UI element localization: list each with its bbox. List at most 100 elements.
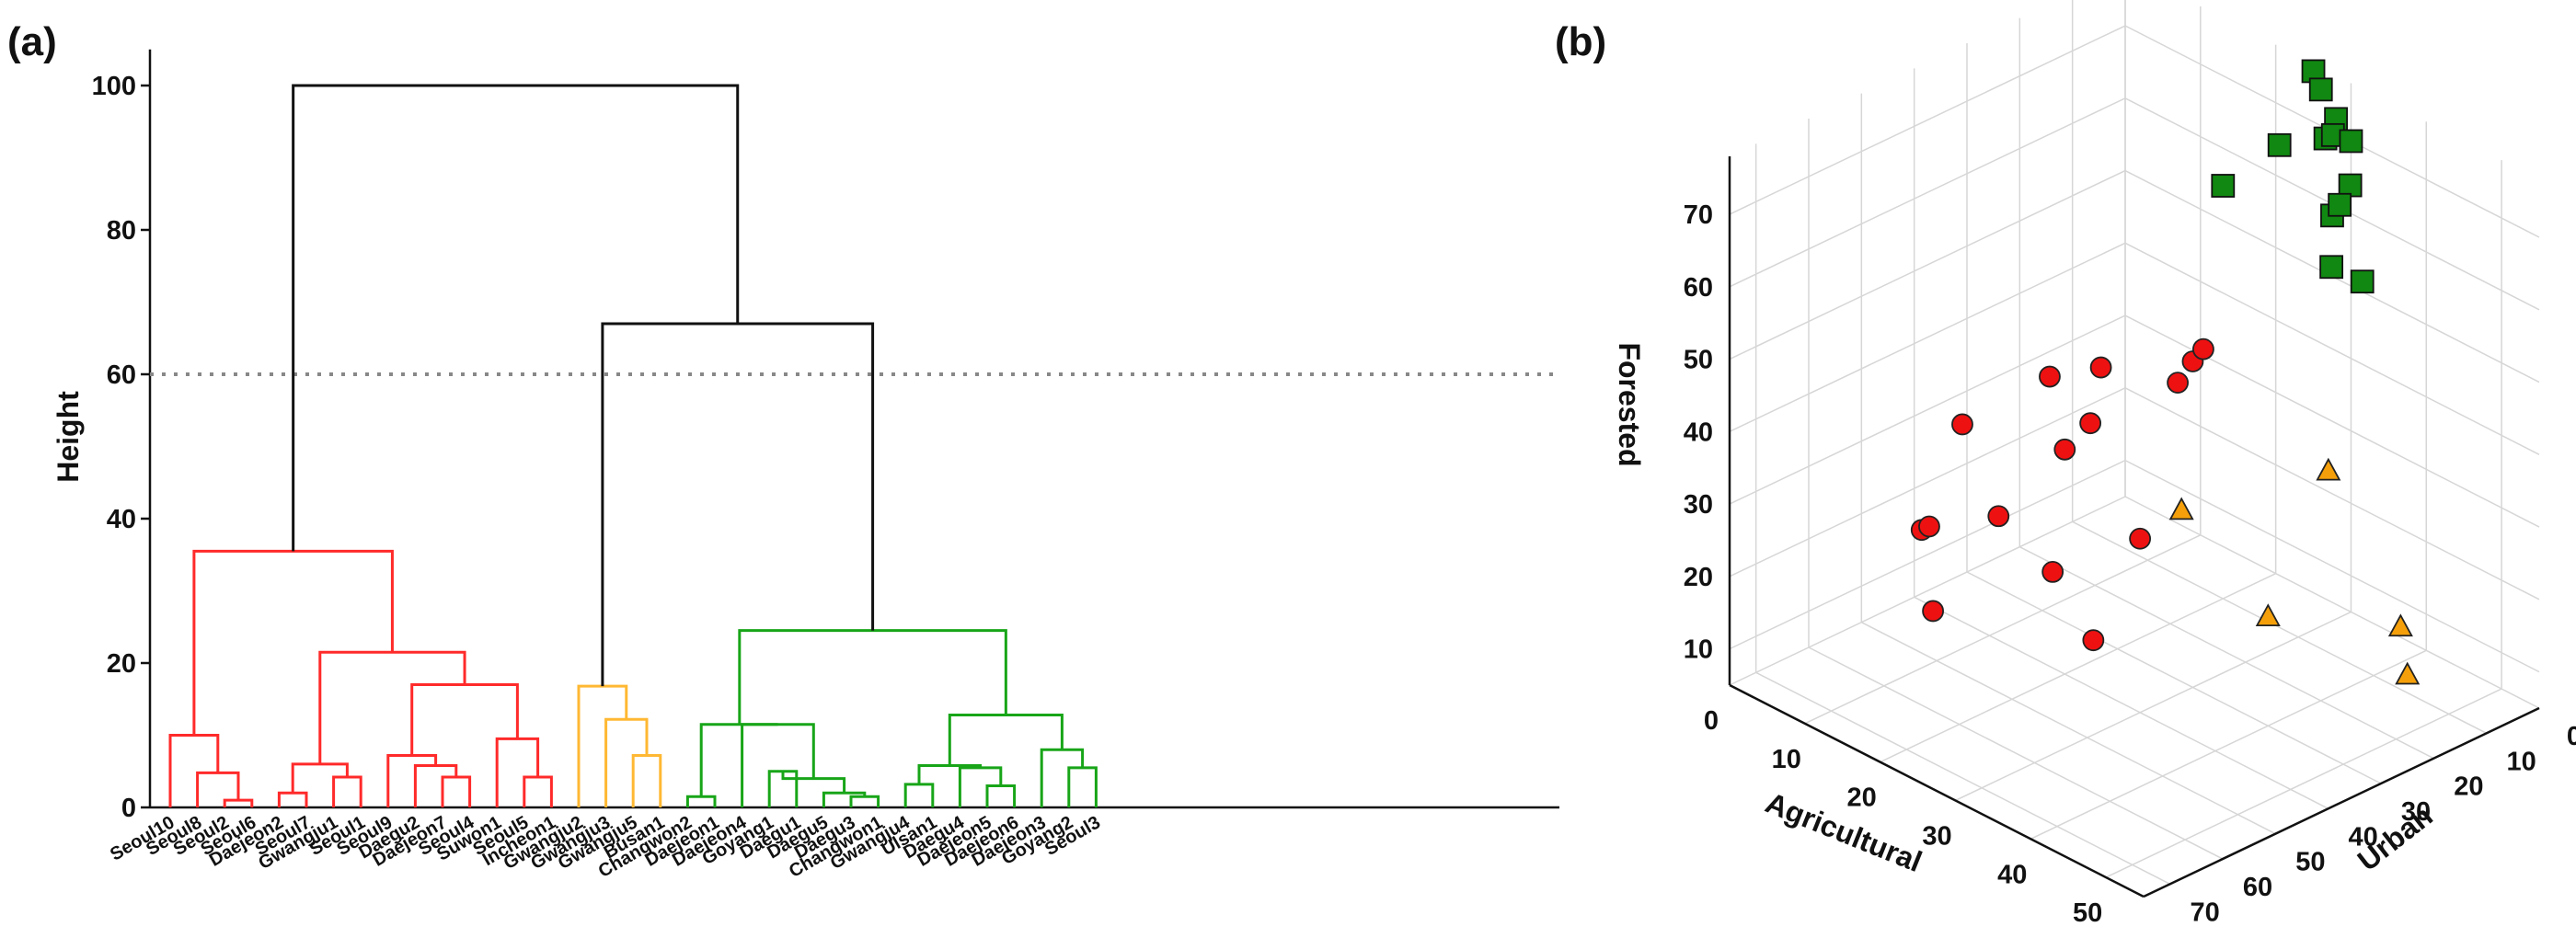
data-point-green xyxy=(2350,269,2375,294)
data-point-red xyxy=(1987,505,2010,528)
dendrogram-link xyxy=(332,775,362,807)
wall-grid-line xyxy=(1729,97,2126,288)
dendrogram-link xyxy=(604,717,649,807)
dendrogram-link xyxy=(903,783,935,807)
dendrogram-link xyxy=(196,771,240,807)
data-point-green xyxy=(2338,173,2363,198)
floor-grid-line xyxy=(2030,649,2427,840)
urban-tick-label: 30 xyxy=(2401,797,2431,827)
data-point-orange xyxy=(2316,457,2341,481)
dendrogram-link xyxy=(985,784,1017,807)
dendrogram-link xyxy=(168,734,220,807)
agricultural-axis-label: Agricultural xyxy=(1761,785,1926,878)
dendrogram-y-tick-label: 40 xyxy=(107,505,136,534)
data-point-orange xyxy=(2387,613,2413,637)
forested-tick-label: 30 xyxy=(1684,490,1713,520)
panel-a-label: (a) xyxy=(7,19,57,64)
dendrogram-y-tick-label: 100 xyxy=(92,72,136,101)
floor-grid-line xyxy=(1914,596,2329,810)
dendrogram-link xyxy=(192,549,394,736)
dendrogram-link xyxy=(1040,748,1085,807)
data-point-red xyxy=(2167,372,2189,395)
dendrogram-link xyxy=(386,753,438,807)
agricultural-tick-label: 20 xyxy=(1847,784,1877,813)
data-point-red xyxy=(1922,600,1944,623)
data-point-orange xyxy=(2395,661,2421,685)
forested-tick-label: 40 xyxy=(1684,418,1713,447)
forested-tick-label: 50 xyxy=(1684,346,1713,375)
urban-tick-label: 10 xyxy=(2507,747,2536,776)
floor-grid-line xyxy=(1880,572,2276,763)
data-point-green xyxy=(2328,192,2352,217)
dendrogram-link xyxy=(685,795,717,807)
dendrogram-link xyxy=(822,791,867,807)
dendrogram-link xyxy=(441,775,472,807)
wall-grid-line xyxy=(2124,315,2540,528)
urban-tick-label: 50 xyxy=(2295,848,2325,877)
floor-grid-line xyxy=(1808,646,2224,860)
data-point-orange xyxy=(2255,603,2281,627)
data-point-red xyxy=(2129,527,2152,550)
dendrogram-y-tick-label: 80 xyxy=(107,216,136,246)
data-point-red xyxy=(2039,365,2061,388)
agricultural-tick-label: 0 xyxy=(1704,706,1719,736)
floor-grid-line xyxy=(1860,621,2276,835)
dendrogram-y-tick-label: 0 xyxy=(121,794,136,823)
floor-grid-line xyxy=(1966,571,2382,784)
dendrogram-y-axis-label: Height xyxy=(52,391,85,483)
wall-grid-line xyxy=(1729,242,2126,432)
floor-grid-line xyxy=(2018,545,2434,760)
data-point-red xyxy=(1951,413,1973,436)
agricultural-tick-label: 30 xyxy=(1922,821,1951,851)
forested-axis-label: Forested xyxy=(1613,342,1646,466)
dendrogram-link xyxy=(318,650,466,764)
dendrogram-link xyxy=(495,737,540,807)
data-point-green xyxy=(2211,174,2236,198)
scatter3d-panel: Agricultural Urban Forested 010203040500… xyxy=(1613,0,2576,928)
leaf-label: Seoul3 xyxy=(1041,812,1104,860)
data-point-red xyxy=(2053,438,2076,461)
floor-grid-line xyxy=(2105,688,2502,878)
agricultural-tick-label: 40 xyxy=(1997,860,2027,889)
wall-grid-line xyxy=(1729,387,2126,578)
data-point-green xyxy=(2267,132,2292,157)
dendrogram-link xyxy=(741,723,815,807)
data-point-orange xyxy=(2168,497,2194,520)
wall-grid-line xyxy=(1729,315,2126,505)
wall-grid-line xyxy=(2124,387,2540,601)
wall-grid-line xyxy=(1729,169,2126,360)
forested-tick-label: 70 xyxy=(1684,200,1713,230)
agricultural-axis-line xyxy=(1729,683,2145,898)
dendrogram-link xyxy=(1067,766,1098,807)
wall-grid-line xyxy=(1729,459,2126,650)
floor-grid-line xyxy=(2072,520,2488,735)
urban-tick-label: 70 xyxy=(2191,898,2220,927)
urban-tick-label: 20 xyxy=(2454,772,2483,802)
data-point-red xyxy=(2079,412,2102,435)
dendrogram-link xyxy=(738,629,1007,725)
dendrogram-link xyxy=(291,762,349,794)
dendrogram-panel: Height 020406080100Seoul10Seoul8Seoul2Se… xyxy=(52,49,1559,882)
wall-grid-line xyxy=(2124,459,2540,673)
data-point-green xyxy=(2319,255,2344,280)
panel-b-label: (b) xyxy=(1555,19,1606,64)
wall-grid-line xyxy=(2124,242,2540,455)
floor-grid-line xyxy=(2124,496,2540,709)
dendrogram-link xyxy=(410,683,519,756)
dendrogram-link xyxy=(958,766,1003,807)
floor-grid-line xyxy=(1729,496,2126,686)
dendrogram-link xyxy=(948,714,1064,766)
dendrogram-link xyxy=(277,791,308,807)
floor-grid-line xyxy=(1955,611,2352,802)
forested-tick-label: 10 xyxy=(1684,635,1713,665)
forested-tick-label: 20 xyxy=(1684,563,1713,592)
data-point-red xyxy=(2041,561,2064,583)
data-point-green xyxy=(2339,129,2363,154)
data-point-red xyxy=(1918,515,1940,538)
floor-grid-line xyxy=(1804,534,2202,725)
dendrogram-link xyxy=(849,795,880,807)
dendrogram-link xyxy=(413,763,458,807)
data-point-red xyxy=(2089,356,2112,379)
dendrogram-y-tick-label: 20 xyxy=(107,649,136,679)
